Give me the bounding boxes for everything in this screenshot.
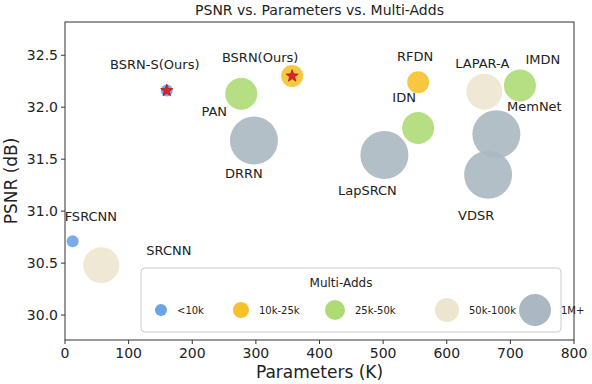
bubble — [466, 74, 502, 110]
x-tick-label: 800 — [561, 345, 588, 361]
point-label: SRCNN — [146, 243, 191, 258]
x-tick-label: 200 — [179, 345, 206, 361]
legend-box — [141, 268, 561, 332]
chart: PSNR vs. Parameters vs. Multi-Adds 0 100 20… — [0, 0, 592, 384]
point-label: LapSRCN — [338, 183, 397, 198]
legend-label: 10k-25k — [259, 305, 300, 316]
bubble — [161, 85, 173, 97]
x-tick-label: 0 — [61, 345, 70, 361]
point-label: IDN — [392, 90, 416, 105]
x-tick-label: 600 — [433, 345, 460, 361]
y-tick-label: 30.5 — [27, 255, 58, 271]
legend-marker — [325, 300, 345, 320]
x-tick — [319, 340, 320, 344]
y-tick — [61, 107, 65, 108]
y-tick — [61, 159, 65, 160]
y-tick — [61, 315, 65, 316]
x-tick — [255, 340, 256, 344]
point-label: PAN — [201, 104, 227, 119]
legend-label: 1M+ — [561, 305, 584, 316]
bubble — [67, 235, 79, 247]
point-label: MemNet — [507, 99, 562, 114]
legend-marker — [435, 298, 459, 322]
plot-frame — [65, 22, 574, 340]
x-tick — [192, 340, 193, 344]
x-tick-label: 100 — [115, 345, 142, 361]
point-label: BSRN(Ours) — [222, 50, 298, 65]
x-tick-label: 500 — [370, 345, 397, 361]
y-tick-label: 32.0 — [27, 99, 58, 115]
legend-marker — [155, 304, 167, 316]
point-label: DRRN — [225, 166, 263, 181]
bubble — [83, 247, 119, 283]
legend-marker — [233, 302, 249, 318]
bubble — [402, 112, 434, 144]
point-label: FSRCNN — [65, 209, 117, 224]
y-tick-label: 30.0 — [27, 307, 58, 323]
bubble — [472, 110, 520, 158]
bubble — [230, 116, 278, 164]
point-label: IMDN — [526, 52, 561, 67]
x-tick — [128, 340, 129, 344]
x-tick-label: 400 — [306, 345, 333, 361]
y-tick — [61, 263, 65, 264]
y-tick-label: 31.5 — [27, 151, 58, 167]
legend-label: 25k-50k — [355, 305, 396, 316]
point-label: LAPAR-A — [455, 56, 509, 71]
x-axis-label: Parameters (K) — [256, 362, 383, 382]
y-tick-label: 32.5 — [27, 47, 58, 63]
point-label: VDSR — [458, 208, 494, 223]
x-tick — [65, 340, 66, 344]
bubble — [281, 65, 303, 87]
x-tick — [510, 340, 511, 344]
marks — [67, 65, 536, 283]
point-label: BSRN-S(Ours) — [110, 57, 199, 72]
legend-label: <10k — [177, 305, 204, 316]
point-labels: FSRCNN BSRN-S(Ours) BSRN(Ours) RFDN PAN IDN IM… — [65, 49, 562, 258]
y-axis-label: PSNR (dB) — [1, 138, 21, 225]
bubble — [360, 131, 408, 179]
x-tick-label: 300 — [243, 345, 270, 361]
y-tick-label: 31.0 — [27, 203, 58, 219]
star-marker — [161, 84, 173, 96]
star-marker — [286, 70, 298, 82]
y-tick — [61, 55, 65, 56]
bubble — [225, 78, 257, 110]
x-tick — [574, 340, 575, 344]
x-tick — [383, 340, 384, 344]
bubble — [504, 69, 536, 101]
legend-marker — [519, 294, 551, 326]
title: PSNR vs. Parameters vs. Multi-Adds — [195, 2, 444, 18]
x-tick — [446, 340, 447, 344]
bubble — [464, 151, 512, 199]
legend-label: 50k-100k — [469, 305, 516, 316]
point-label: RFDN — [397, 49, 433, 64]
x-tick-label: 700 — [497, 345, 524, 361]
legend-title: Multi-Adds — [310, 276, 373, 290]
